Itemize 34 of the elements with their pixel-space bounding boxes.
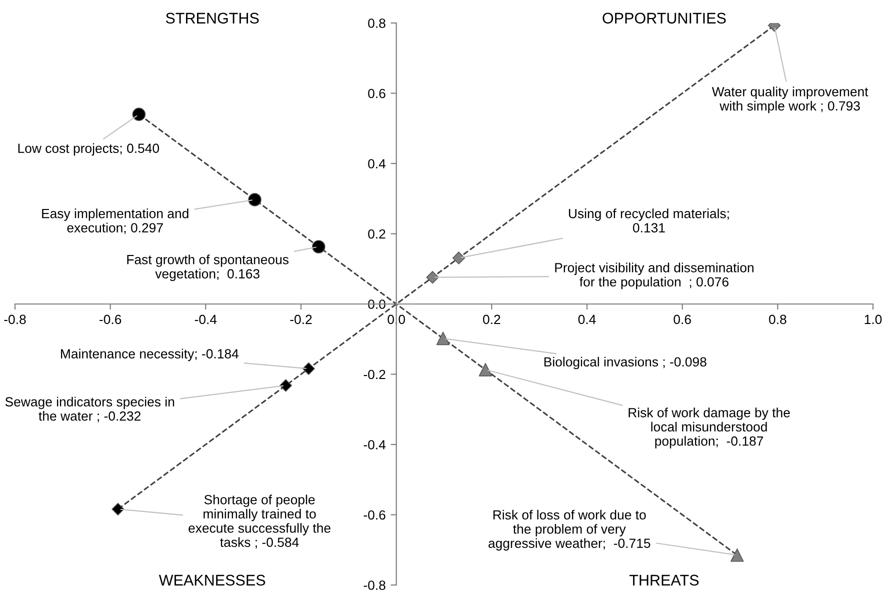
x-tick-label: 0.0 [388, 314, 405, 324]
x-tick-label: 0.4 [578, 314, 596, 324]
x-tick-label: 0.2 [483, 314, 500, 324]
annotation: Low cost projects; 0.540 [18, 143, 160, 156]
y-tick-label: 0.8 [368, 18, 386, 28]
annotation: Risk of work damage by the local misunderstood population; -0.187 [628, 408, 790, 448]
y-tick-label: -0.8 [364, 580, 386, 590]
annotation: STRENGTHS [166, 12, 259, 24]
annotation: Sewage indicators species in the water ; -0.232 [5, 396, 174, 422]
annotation: Using of recycled materials; 0.131 [568, 208, 729, 232]
annotation: Risk of loss of work due to the problem of very aggressive weather; -0.715 [488, 510, 650, 551]
annotation: THREATS [629, 574, 699, 586]
annotation: WEAKNESSES [158, 574, 266, 586]
y-tick-label: -0.2 [364, 370, 386, 380]
y-tick-label: -0.6 [364, 510, 386, 520]
x-tick-label: -0.8 [4, 314, 26, 324]
annotation: Fast growth of spontaneous vegetation; 0.163 [127, 254, 289, 282]
annotation: Shortage of people minimally trained to execute successfully the tasks ; -0.584 [188, 494, 330, 549]
y-tick-label: 0.4 [368, 159, 386, 168]
y-tick-label: 0.6 [368, 88, 386, 98]
x-tick-label: -0.4 [194, 314, 217, 324]
x-tick-label: 0.8 [769, 314, 786, 324]
annotation: OPPORTUNITIES [602, 12, 726, 24]
y-tick-label: -0.4 [364, 440, 386, 450]
annotation: Easy implementation and execution; 0.297 [42, 208, 188, 234]
y-tick-label: 0.2 [368, 229, 386, 239]
x-tick-label: 0.6 [674, 314, 691, 324]
annotation: Water quality improvement with simple work ; 0.793 [712, 86, 868, 114]
x-tick-label: -0.6 [100, 314, 122, 324]
x-tick-label: -0.2 [290, 314, 312, 324]
annotation: Maintenance necessity; -0.184 [61, 348, 239, 362]
annotation: Project visibility and dissemination for the population ; 0.076 [555, 262, 754, 290]
annotation: Biological invasions ; -0.098 [544, 356, 706, 370]
x-tick-label: 1.0 [864, 314, 882, 324]
